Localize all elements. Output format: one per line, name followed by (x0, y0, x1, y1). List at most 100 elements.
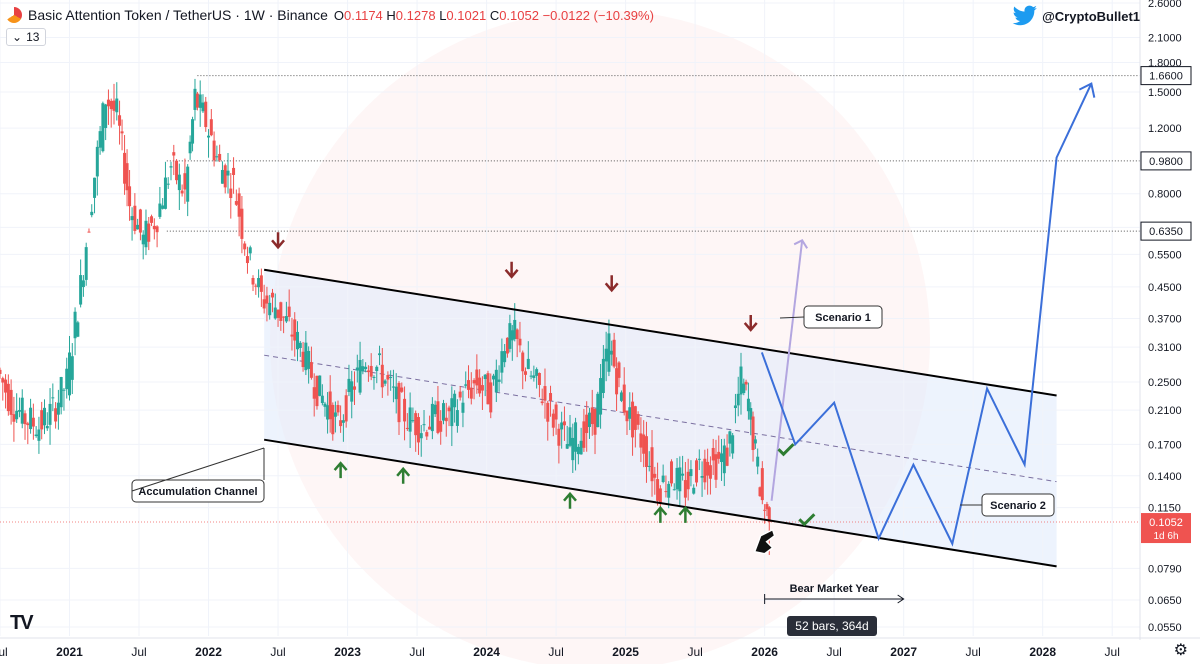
candle (678, 456, 682, 507)
hand-pointer-icon (753, 528, 776, 555)
candle (270, 288, 274, 313)
candle-body (207, 135, 211, 138)
candle (612, 332, 616, 369)
support-arrow-up-icon (653, 505, 668, 523)
candle (489, 373, 493, 419)
candle-body (489, 382, 493, 413)
x-tick-label: Jul (687, 645, 702, 659)
candle (397, 381, 401, 435)
collapse-indicators-button[interactable]: ⌄ 13 (6, 28, 46, 46)
candle (328, 375, 332, 433)
candle (733, 393, 737, 424)
candle-body (513, 319, 517, 340)
candle (259, 268, 263, 307)
candle-body (133, 205, 137, 231)
candle (152, 218, 156, 240)
candle (746, 382, 750, 420)
candle-body (576, 446, 580, 455)
candle-body (681, 473, 685, 476)
candle (136, 218, 140, 230)
candle (425, 429, 429, 440)
candle-body (656, 479, 660, 501)
candle-body (480, 385, 484, 391)
x-tick-label: Jul (131, 645, 146, 659)
candle-body (405, 427, 409, 429)
candle-body (728, 431, 732, 444)
candle (191, 116, 195, 152)
scenario1-callout-pointer (779, 316, 805, 319)
candle-body (675, 467, 679, 490)
candle-body (612, 339, 616, 367)
candle-body (722, 445, 726, 474)
candle-body (661, 475, 665, 482)
candle-body (458, 391, 462, 398)
candle (697, 449, 701, 471)
candle-body (692, 487, 696, 494)
x-tick-label: Jul (270, 645, 285, 659)
candle-body (408, 407, 412, 432)
candle-body (746, 398, 750, 412)
candle-body (40, 410, 44, 430)
candle-body (518, 338, 522, 346)
candle-body (339, 420, 343, 427)
x-tick-label: Jul (0, 645, 8, 659)
candle-body (144, 220, 148, 248)
candle-body (193, 88, 197, 110)
candle (510, 325, 514, 361)
scenario2-callout: Scenario 2 (960, 493, 1055, 517)
candle-body (59, 377, 63, 408)
candle (758, 486, 762, 497)
candle (617, 361, 621, 388)
candle (521, 350, 525, 390)
candle-body (62, 389, 66, 391)
candle-body (31, 417, 35, 427)
bear-market-range-arrow (897, 594, 905, 604)
candle-body (201, 102, 205, 112)
candle (386, 371, 390, 396)
candle (73, 307, 77, 356)
candle-body (344, 395, 348, 422)
scenario1-callout: Scenario 1 (779, 305, 883, 329)
resistance-arrow-down-icon (604, 275, 619, 293)
candle (416, 413, 420, 455)
candle (411, 407, 415, 423)
level-label: 1.6600 (1149, 71, 1183, 83)
candle (568, 414, 572, 448)
candle-body (29, 407, 33, 430)
candle (619, 390, 623, 403)
candle (141, 230, 145, 260)
candle-body (450, 398, 454, 427)
candle (45, 412, 49, 431)
candle-body (347, 378, 351, 392)
candle (378, 345, 382, 366)
candle-body (389, 377, 393, 379)
candle (133, 193, 137, 235)
support-arrow-up-icon (333, 461, 348, 479)
candle (500, 338, 504, 384)
candle (51, 383, 55, 412)
candle-body (714, 454, 718, 480)
candle (20, 389, 24, 429)
candle (636, 411, 640, 430)
candle (433, 400, 437, 417)
candle-body (615, 368, 619, 395)
candle-body (369, 365, 373, 377)
candle-body (644, 436, 648, 468)
candle-body (265, 295, 269, 304)
candle (26, 421, 30, 445)
candle (364, 362, 368, 373)
candle-body (112, 100, 116, 111)
candle-body (742, 383, 746, 394)
candle (647, 451, 651, 472)
candle (312, 373, 316, 417)
candle (163, 161, 167, 210)
candle (492, 373, 496, 386)
candle (639, 417, 643, 463)
gear-icon[interactable]: ⚙ (1173, 642, 1188, 659)
candle-body (633, 406, 637, 430)
candle (692, 484, 696, 495)
candle (526, 341, 530, 370)
candle-body (441, 403, 445, 421)
candle-body (180, 190, 184, 194)
